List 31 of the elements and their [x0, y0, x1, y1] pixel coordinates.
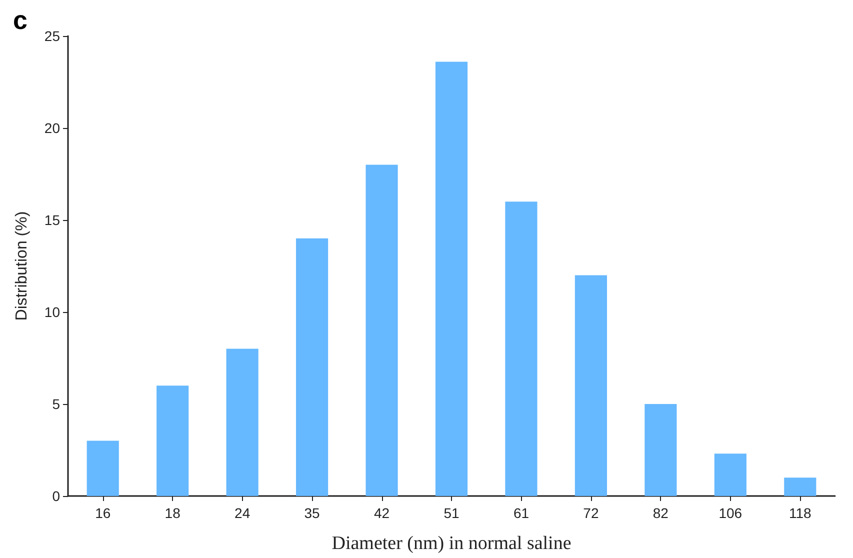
- bar: [366, 164, 398, 496]
- bar: [86, 440, 119, 496]
- bar: [226, 348, 258, 496]
- y-axis-title: Distribution (%): [14, 211, 30, 321]
- bar: [784, 478, 816, 496]
- chart-title: c: [13, 5, 28, 35]
- x-tick-label: 61: [513, 505, 530, 521]
- bar: [296, 238, 328, 496]
- x-tick-label: 118: [788, 505, 812, 521]
- x-tick-label: 51: [444, 505, 460, 521]
- bar: [156, 386, 189, 496]
- x-tick-label: 16: [95, 505, 111, 521]
- x-axis-title: Diameter (nm) in normal saline: [332, 533, 572, 554]
- x-tick-label: 24: [234, 505, 250, 521]
- y-tick-label: 5: [52, 396, 60, 412]
- x-tick-label: 18: [164, 505, 181, 521]
- x-tick-label: 35: [304, 505, 320, 521]
- x-tick-label: 72: [583, 505, 599, 521]
- x-tick-label: 42: [374, 505, 390, 521]
- bar: [574, 275, 607, 496]
- bar: [644, 404, 677, 496]
- y-tick-label: 20: [44, 120, 60, 136]
- bar: [714, 454, 746, 496]
- y-tick-label: 25: [44, 28, 60, 44]
- y-tick-label: 0: [52, 488, 60, 504]
- x-tick-label: 106: [718, 505, 742, 521]
- x-tick-label: 82: [652, 505, 669, 521]
- bar: [505, 202, 538, 496]
- y-tick-label: 15: [44, 212, 60, 228]
- bar: [435, 62, 468, 496]
- y-tick-label: 10: [44, 304, 60, 320]
